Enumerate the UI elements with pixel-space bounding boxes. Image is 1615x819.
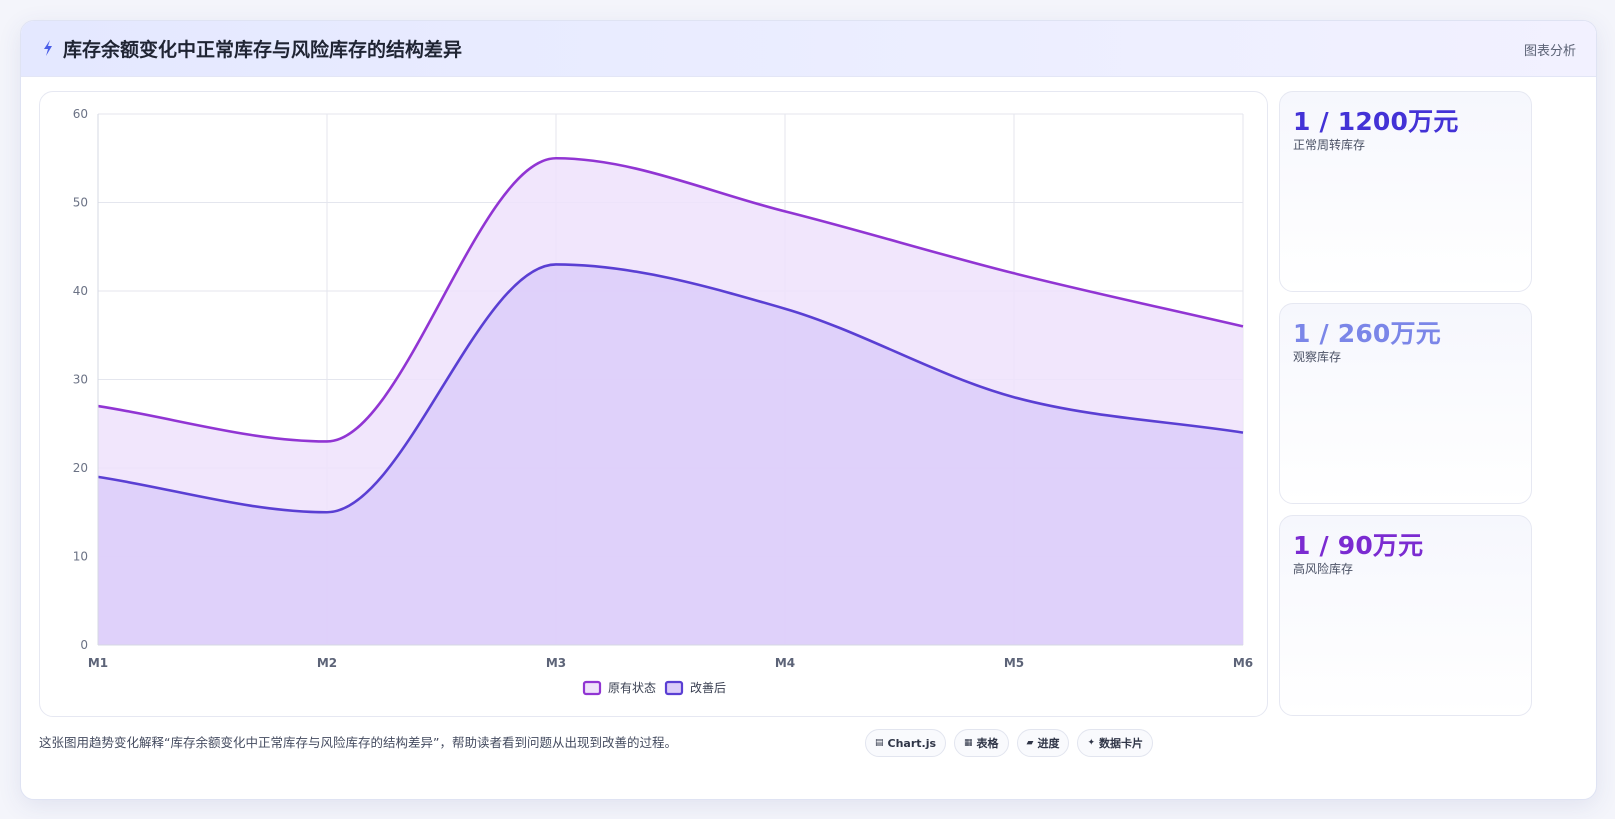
kpi-label: 正常周转库存 [1293,138,1366,152]
y-tick-label: 40 [73,284,88,298]
area-chart: 0 10 20 30 40 50 60 M1 M2 M3 M4 M5 M6 原有状态 改善后 [73,107,1253,696]
chart-areas [98,158,1243,645]
pill-label: 进度 [1037,737,1060,750]
chart-panel: 0 10 20 30 40 50 60 M1 M2 M3 M4 M5 M6 原有状态 改善后 [39,91,1268,717]
kpi-card-high-risk: 1 / 90万元 高风险库存 [1279,515,1532,716]
y-tick-label: 0 [80,638,88,652]
view-pills: ▤ Chart.js ▦ 表格 ▰ 进度 ✦ 数据卡片 [865,729,1154,757]
y-tick-label: 30 [73,373,88,387]
page-title: 库存余额变化中正常库存与风险库存的结构差异 [63,39,463,61]
x-tick-label: M2 [317,656,337,670]
kpi-card-watch: 1 / 260万元 观察库存 [1279,303,1532,504]
kpi-value: 1 / 260万元 [1293,319,1441,348]
chart-description: 这张图用趋势变化解释“库存余额变化中正常库存与风险库存的结构差异”，帮助读者看到… [39,735,677,750]
dashboard-card: 库存余额变化中正常库存与风险库存的结构差异 图表分析 0 10 20 30 40 50 60… [20,20,1597,800]
pill-chartjs[interactable]: ▤ Chart.js [865,729,947,757]
pill-data-card[interactable]: ✦ 数据卡片 [1077,729,1154,757]
lightning-icon [44,40,52,56]
series-area-1 [98,264,1243,645]
series-line-1 [97,263,1244,514]
y-tick-label: 60 [73,107,88,121]
pill-progress[interactable]: ▰ 进度 [1016,729,1070,757]
kpi-value: 1 / 90万元 [1293,531,1424,560]
x-tick-label: M3 [546,656,566,670]
chart-icon: ▤ [875,738,884,748]
x-tick-label: M1 [88,656,108,670]
kpi-card-normal: 1 / 1200万元 正常周转库存 [1279,91,1532,292]
pill-label: 数据卡片 [1099,737,1144,750]
kpi-label: 观察库存 [1293,350,1342,364]
table-icon: ▦ [964,738,973,748]
x-tick-label: M6 [1233,656,1253,670]
chart-lines [97,156,1244,514]
pill-label: Chart.js [887,736,937,750]
pill-table[interactable]: ▦ 表格 [954,729,1009,757]
kpi-value: 1 / 1200万元 [1293,107,1459,136]
chart-axes: 0 10 20 30 40 50 60 M1 M2 M3 M4 M5 M6 [73,107,1253,670]
chart-analysis-label[interactable]: 图表分析 [1523,44,1576,59]
sparkle-icon: ✦ [1087,738,1096,748]
x-tick-label: M5 [1004,656,1024,670]
series-line-0 [97,156,1244,443]
y-tick-label: 10 [73,550,88,564]
chart-legend: 原有状态 改善后 [582,680,726,696]
y-tick-label: 50 [73,196,88,210]
legend-label-1: 改善后 [690,680,726,695]
legend-label-0: 原有状态 [608,681,656,695]
progress-icon: ▰ [1026,738,1034,748]
y-tick-label: 20 [73,461,88,475]
pill-label: 表格 [976,737,999,750]
card-header: 库存余额变化中正常库存与风险库存的结构差异 图表分析 [21,21,1596,77]
legend-swatch-1 [664,680,684,696]
legend-swatch-0 [582,680,602,696]
kpi-label: 高风险库存 [1293,562,1354,576]
x-tick-label: M4 [775,656,795,670]
